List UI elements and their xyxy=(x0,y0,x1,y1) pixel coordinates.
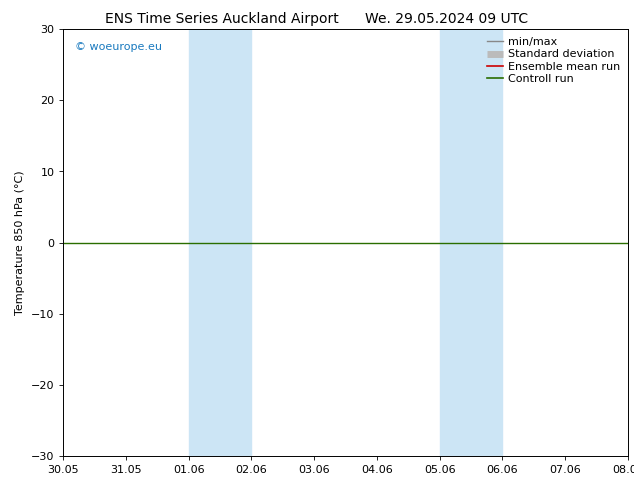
Legend: min/max, Standard deviation, Ensemble mean run, Controll run: min/max, Standard deviation, Ensemble me… xyxy=(482,33,624,88)
Text: © woeurope.eu: © woeurope.eu xyxy=(75,42,162,52)
Bar xyxy=(189,29,252,456)
Bar xyxy=(439,29,502,456)
Y-axis label: Temperature 850 hPa (°C): Temperature 850 hPa (°C) xyxy=(15,170,25,315)
Text: ENS Time Series Auckland Airport      We. 29.05.2024 09 UTC: ENS Time Series Auckland Airport We. 29.… xyxy=(105,12,529,26)
